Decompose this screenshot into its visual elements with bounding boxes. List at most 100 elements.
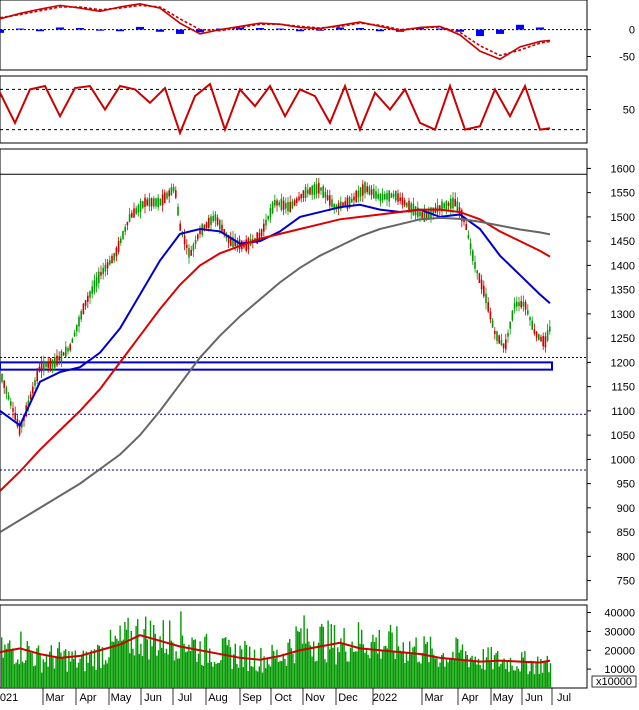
candle-body — [214, 214, 217, 221]
candle-body — [18, 423, 21, 435]
candle-body — [346, 197, 349, 209]
candle-body — [210, 216, 212, 226]
volume-bar — [106, 663, 108, 688]
candle-body — [172, 187, 175, 192]
x-tick-label: May — [111, 692, 132, 704]
volume-bar — [476, 664, 478, 688]
macd-histogram-bar — [156, 29, 164, 32]
volume-bar — [426, 641, 428, 688]
candle-body — [54, 357, 56, 368]
volume-bar — [111, 641, 113, 688]
volume-bar — [276, 649, 278, 688]
volume-bar — [316, 660, 318, 688]
volume-bar — [540, 658, 542, 688]
candle-body — [122, 231, 124, 239]
volume-bar — [29, 652, 32, 688]
volume-bar — [538, 673, 540, 688]
volume-bar — [450, 657, 452, 688]
volume-bar — [484, 669, 486, 688]
candle-body — [71, 338, 74, 343]
volume-bar — [519, 671, 521, 688]
volume-bar — [415, 637, 417, 688]
volume-bar — [300, 628, 302, 688]
volume-bar — [356, 651, 358, 688]
x-tick-label: Sep — [242, 692, 262, 704]
x-tick-label: Mar — [425, 692, 444, 704]
candle-body — [329, 195, 331, 206]
volume-bar — [233, 654, 235, 688]
candle-body — [395, 190, 397, 201]
y-tick-label: 750 — [617, 576, 635, 588]
candle-body — [232, 237, 234, 248]
candle-body — [291, 201, 294, 209]
moving-average-line-2 — [0, 216, 551, 533]
candle-body — [243, 243, 245, 248]
volume-bar — [249, 646, 251, 688]
volume-bar — [125, 629, 128, 688]
volume-bar — [244, 640, 246, 688]
volume-bar — [327, 620, 329, 688]
volume-bar — [386, 648, 388, 688]
candle-body — [388, 190, 390, 202]
candle-body — [293, 200, 296, 206]
volume-bar — [492, 669, 494, 688]
volume-bar — [378, 629, 380, 688]
volume-bar — [325, 662, 328, 688]
macd-histogram-bar — [256, 28, 264, 30]
volume-bar — [487, 647, 489, 688]
volume-bar — [348, 661, 350, 688]
candle-body — [175, 190, 177, 198]
volume-bar — [417, 662, 419, 688]
volume-bar — [39, 654, 41, 688]
volume-bar — [404, 662, 406, 688]
volume-bar — [445, 658, 448, 688]
candle-body — [1, 373, 3, 382]
volume-bar — [258, 666, 260, 688]
volume-bar — [45, 656, 48, 688]
volume-bar — [541, 672, 544, 688]
volume-bar — [287, 642, 289, 688]
volume-bar — [508, 671, 510, 688]
volume-bar — [444, 666, 446, 688]
macd-histogram-bar — [276, 28, 284, 30]
volume-bar — [449, 659, 451, 688]
candle-body — [139, 201, 142, 213]
volume-bar — [322, 626, 324, 688]
candle-body — [491, 320, 494, 328]
candle-body — [500, 340, 503, 346]
candle-body — [419, 211, 421, 217]
candle-body — [282, 200, 285, 210]
candle-body — [245, 239, 247, 251]
volume-bar — [21, 661, 24, 688]
macd-histogram-bar — [96, 29, 104, 31]
volume-unit-label: x10000 — [596, 676, 632, 688]
volume-bar — [85, 651, 88, 688]
candle-body — [359, 187, 362, 197]
volume-bar — [351, 641, 353, 688]
x-tick-label: 2021 — [0, 692, 18, 704]
volume-bar — [236, 663, 238, 688]
candle-body — [285, 203, 287, 209]
volume-bar — [279, 660, 281, 688]
volume-bar — [169, 620, 171, 688]
volume-bar — [521, 652, 523, 688]
volume-bar — [297, 631, 299, 688]
candle-body — [5, 387, 8, 394]
candle-body — [441, 201, 443, 212]
volume-bar — [506, 660, 508, 688]
volume-bar — [533, 674, 536, 688]
volume-bar — [221, 638, 224, 688]
candle-body — [447, 202, 450, 206]
volume-bar — [274, 658, 276, 688]
candle-body — [109, 260, 111, 265]
candle-body — [335, 205, 338, 209]
volume-bar — [489, 661, 491, 688]
candle-body — [21, 421, 23, 428]
volume-bar — [60, 652, 62, 688]
candle-body — [102, 267, 104, 275]
candle-body — [43, 360, 45, 372]
volume-bar — [420, 663, 422, 688]
volume-bar — [485, 657, 488, 688]
candle-body — [362, 184, 364, 196]
